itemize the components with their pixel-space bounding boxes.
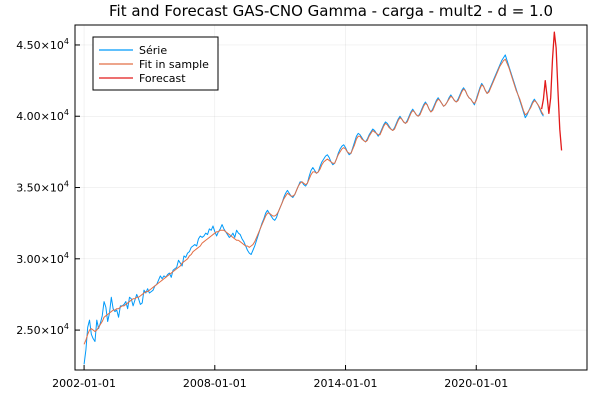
legend-label: Fit in sample <box>139 58 209 71</box>
x-tick-label: 2014-01-01 <box>314 377 378 390</box>
y-tick-label: 3.50×104 <box>16 180 69 195</box>
legend-label: Série <box>139 44 167 57</box>
y-tick-label: 2.50×104 <box>16 322 69 337</box>
series-line-forecast <box>540 31 563 151</box>
grid-lines <box>75 25 587 370</box>
x-tick-label: 2020-01-01 <box>444 377 508 390</box>
y-axis: 2.50×104 3.00×104 3.50×104 4.00×104 4.50×104 <box>16 37 80 337</box>
plot-frame <box>74 24 588 371</box>
x-axis: 2002-01-01 2008-01-01 2014-01-01 2020-01-01 <box>52 365 508 390</box>
x-tick-label: 2008-01-01 <box>183 377 247 390</box>
series-line-fit-in-sample <box>83 58 544 345</box>
series-line-s-rie <box>83 54 544 365</box>
x-tick-label: 2002-01-01 <box>52 377 116 390</box>
chart-title: Fit and Forecast GAS-CNO Gamma - carga -… <box>109 2 553 20</box>
series-lines <box>83 31 563 365</box>
y-tick-label: 4.50×104 <box>16 37 69 52</box>
legend-label: Forecast <box>139 72 186 85</box>
y-tick-label: 4.00×104 <box>16 108 69 123</box>
y-tick-label: 3.00×104 <box>16 251 69 266</box>
